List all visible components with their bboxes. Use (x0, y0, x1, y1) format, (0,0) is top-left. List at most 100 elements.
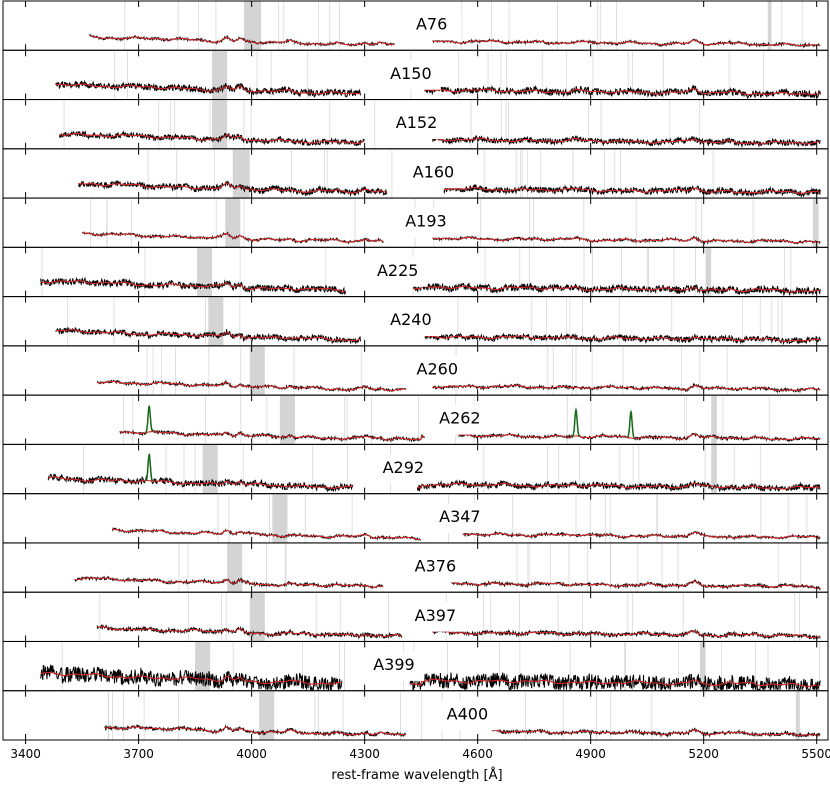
panel-a262: A262 (2, 394, 829, 445)
panel-a397: A397 (2, 591, 829, 642)
model-spectrum (97, 626, 403, 638)
observed-spectrum (424, 84, 821, 100)
mask-region (225, 198, 241, 248)
x-tick-label: 3700 (123, 747, 154, 761)
panel-a292: A292 (2, 443, 829, 495)
mask-region (812, 198, 819, 248)
panel-a225: A225 (2, 246, 829, 298)
mask-region (272, 493, 288, 543)
panel-a347: A347 (2, 493, 829, 544)
mask-region (711, 395, 717, 445)
mask-region (212, 99, 228, 149)
panel-label-bg (386, 109, 447, 139)
mask-region (795, 690, 800, 740)
observed-spectrum (458, 410, 821, 443)
panel-label-bg (401, 10, 462, 41)
panel-a193: A193 (2, 197, 829, 248)
mask-region (767, 1, 772, 51)
x-tick-label: 3400 (10, 747, 41, 761)
panel-label: A193 (405, 212, 446, 231)
panel-a152: A152 (2, 99, 829, 150)
panel-label: A150 (390, 64, 431, 83)
model-spectrum (55, 329, 361, 342)
panel-a260: A260 (2, 345, 829, 396)
emission-line (145, 454, 154, 482)
panel-label: A76 (416, 15, 447, 34)
panel-a376: A376 (2, 542, 829, 593)
panel-a240: A240 (2, 296, 829, 347)
mask-region (227, 542, 243, 593)
model-spectrum (432, 236, 821, 244)
mask-region (208, 296, 224, 346)
panel-label-bg (373, 454, 434, 484)
observed-spectrum (492, 727, 821, 739)
model-spectrum (74, 577, 384, 588)
model-spectrum (492, 729, 821, 736)
mask-region (711, 444, 717, 494)
model-spectrum (462, 531, 821, 539)
mask-region (232, 148, 250, 199)
observed-spectrum (55, 326, 362, 345)
mask-region (249, 345, 265, 396)
model-spectrum (48, 476, 354, 489)
mask-region (249, 592, 265, 642)
mask-region (212, 50, 228, 100)
model-spectrum (78, 182, 387, 194)
observed-spectrum (424, 332, 821, 346)
model-spectrum (424, 88, 821, 96)
observed-spectrum (89, 33, 395, 47)
panel-label-bg (437, 700, 498, 731)
model-spectrum (97, 380, 406, 392)
model-spectrum (409, 678, 821, 687)
panel-label-bg (380, 60, 441, 90)
model-spectrum (119, 431, 425, 441)
panel-label: A262 (439, 409, 480, 428)
observed-spectrum (119, 405, 426, 443)
panel-label-bg (405, 552, 466, 583)
model-spectrum (59, 132, 365, 145)
panel-label-bg (395, 207, 456, 238)
model-spectrum (432, 137, 821, 145)
model-spectrum (413, 284, 821, 293)
model-spectrum (55, 83, 361, 95)
panel-label-bg (429, 503, 490, 534)
mask-region (705, 247, 712, 297)
panel-a150: A150 (2, 49, 829, 101)
model-spectrum (432, 630, 821, 639)
mask-region (699, 641, 706, 691)
panel-label-bg (407, 355, 468, 386)
panel-label: A397 (415, 606, 456, 625)
panel-a399: A399 (2, 640, 829, 692)
observed-spectrum (104, 723, 407, 738)
model-spectrum (432, 384, 821, 392)
mask-region (259, 690, 275, 740)
panel-label: A152 (396, 113, 437, 132)
panel-label-bg (405, 602, 466, 632)
model-spectrum (451, 580, 821, 589)
panel-label: A399 (373, 655, 414, 674)
x-tick-label: 4000 (236, 747, 267, 761)
x-tick-label: 4300 (349, 747, 380, 761)
model-spectrum (424, 335, 821, 342)
model-spectrum (89, 35, 395, 46)
model-spectrum (458, 433, 821, 441)
model-spectrum (443, 186, 821, 194)
observed-spectrum (443, 184, 821, 198)
panel-label: A376 (415, 557, 456, 576)
model-spectrum (40, 280, 346, 292)
mask-region (279, 395, 295, 445)
panel-label: A347 (439, 507, 480, 526)
model-spectrum (417, 482, 821, 490)
panel-label-bg (429, 404, 490, 435)
model-spectrum (432, 39, 821, 47)
observed-spectrum (47, 453, 354, 493)
panel-label: A240 (390, 310, 431, 329)
emission-line (571, 406, 581, 438)
observed-spectrum (409, 672, 821, 692)
panel-label-bg (363, 651, 424, 681)
mask-region (244, 1, 262, 51)
panel-label-bg (367, 257, 428, 287)
observed-spectrum (40, 276, 346, 295)
panel-label: A400 (447, 704, 488, 723)
